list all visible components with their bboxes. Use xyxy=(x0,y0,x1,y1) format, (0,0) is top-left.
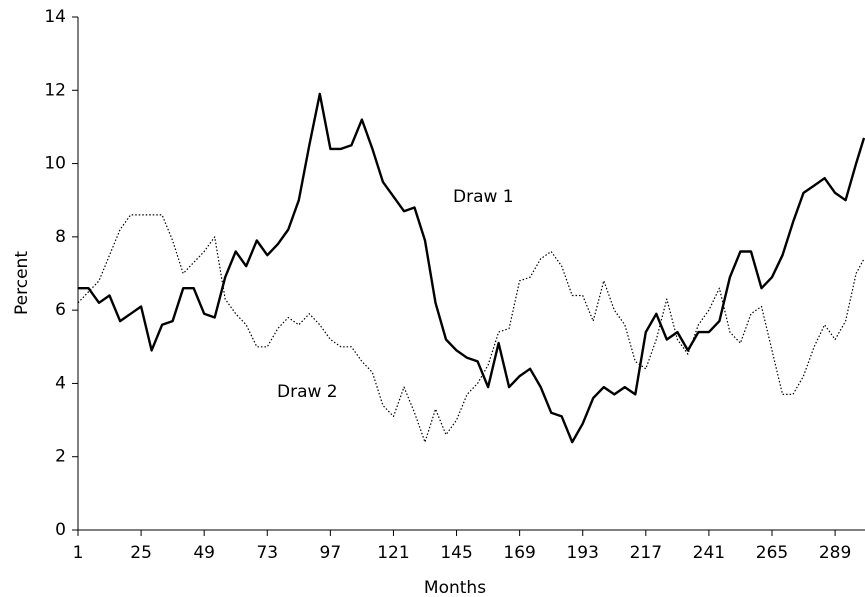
y-tick-label: 0 xyxy=(55,520,66,540)
y-tick-label: 14 xyxy=(44,7,66,27)
x-tick-label: 289 xyxy=(819,543,851,563)
y-tick-label: 8 xyxy=(55,227,66,247)
x-tick-label: 169 xyxy=(503,543,535,563)
x-tick-label: 265 xyxy=(756,543,788,563)
y-tick-label: 6 xyxy=(55,300,66,320)
y-tick-label: 10 xyxy=(44,154,66,174)
x-tick-label: 25 xyxy=(130,543,152,563)
x-tick-label: 241 xyxy=(693,543,725,563)
x-tick-label: 217 xyxy=(630,543,662,563)
x-axis-label: Months xyxy=(424,578,486,597)
series-annotation: Draw 1 xyxy=(453,187,514,207)
x-tick-label: 193 xyxy=(566,543,598,563)
x-tick-label: 121 xyxy=(377,543,409,563)
series-line xyxy=(77,214,865,443)
series-line xyxy=(78,92,865,444)
series-annotation: Draw 2 xyxy=(277,382,338,402)
y-tick-label: 2 xyxy=(55,447,66,467)
y-axis-label: Percent xyxy=(12,251,32,315)
y-tick-label: 12 xyxy=(44,80,66,100)
y-tick-label: 4 xyxy=(55,373,66,393)
x-tick-label: 97 xyxy=(320,543,342,563)
x-tick-label: 145 xyxy=(440,543,472,563)
x-tick-label: 49 xyxy=(193,543,215,563)
x-tick-label: 73 xyxy=(256,543,278,563)
x-tick-label: 1 xyxy=(73,543,84,563)
